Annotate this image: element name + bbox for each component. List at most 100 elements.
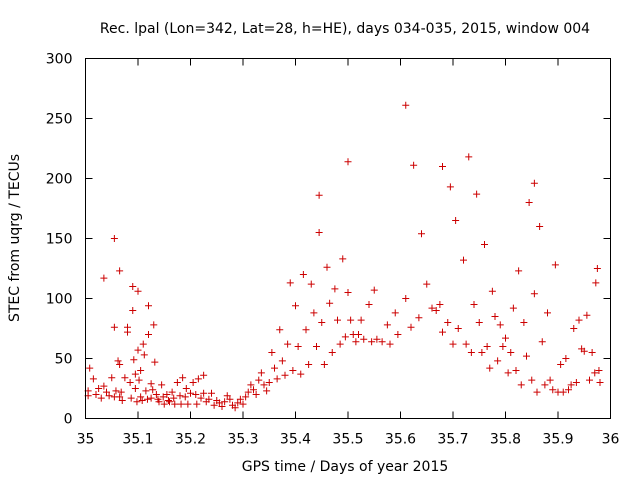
data-point: [135, 376, 143, 384]
data-point: [454, 325, 462, 332]
data-point: [302, 326, 310, 334]
x-tick-label: 35.9: [542, 432, 573, 448]
data-point: [383, 321, 391, 329]
data-point: [273, 375, 281, 383]
data-point: [546, 376, 554, 384]
data-point: [100, 382, 108, 390]
data-point: [194, 375, 202, 383]
data-point: [313, 343, 320, 350]
data-point: [151, 358, 159, 366]
data-point: [124, 328, 131, 336]
data-point: [596, 379, 604, 386]
data-point: [114, 357, 122, 365]
data-point: [355, 331, 362, 338]
data-point: [177, 400, 185, 408]
x-tick-label: 35.3: [227, 432, 258, 448]
data-point: [244, 388, 252, 396]
data-point: [197, 394, 205, 402]
data-point: [116, 361, 124, 368]
x-tick-labels: 35 35.1 35.2 35.3 35.4 35.5 35.6 35.7 35.8 35.9 36: [77, 432, 620, 448]
data-point: [428, 304, 436, 312]
data-point: [496, 321, 504, 329]
data-point: [159, 393, 167, 401]
data-point: [134, 346, 142, 354]
data-point: [116, 393, 124, 401]
data-point: [339, 255, 347, 263]
data-point: [575, 316, 583, 324]
data-point: [236, 395, 244, 403]
data-point: [386, 340, 394, 348]
data-point: [133, 398, 141, 406]
data-point: [509, 304, 517, 312]
data-point: [130, 356, 138, 364]
data-point: [365, 301, 373, 308]
data-point: [488, 287, 496, 295]
data-point: [515, 267, 523, 275]
y-tick-label: 250: [46, 112, 73, 128]
data-point: [486, 364, 494, 372]
data-point: [176, 392, 184, 400]
data-point: [145, 331, 152, 338]
data-point: [158, 381, 166, 389]
data-point: [286, 279, 294, 287]
data-point: [221, 398, 229, 406]
data-point: [121, 374, 129, 382]
data-point: [588, 349, 596, 356]
data-point: [528, 376, 536, 384]
y-tick-label: 100: [46, 292, 73, 308]
y-axis-label: STEC from uqrg / TECUs: [7, 154, 23, 322]
data-point: [373, 335, 381, 343]
data-point: [184, 400, 192, 408]
data-point: [131, 385, 139, 392]
data-point: [478, 349, 486, 356]
data-point: [129, 283, 137, 290]
data-point: [163, 391, 171, 398]
data-point: [86, 364, 94, 372]
data-point: [470, 301, 478, 308]
data-point: [281, 371, 289, 379]
data-point: [336, 340, 344, 348]
data-point: [507, 349, 515, 356]
data-point: [347, 316, 355, 324]
data-point: [562, 355, 570, 362]
data-point: [292, 302, 299, 310]
data-point: [357, 316, 365, 324]
data-point: [318, 319, 326, 326]
data-point: [193, 400, 201, 408]
data-point: [310, 309, 318, 317]
data-point: [189, 379, 197, 386]
data-point: [140, 351, 148, 359]
data-point: [239, 400, 247, 408]
data-point: [334, 316, 341, 324]
x-tick-label: 35.1: [122, 432, 153, 448]
x-tick-label: 35.6: [385, 432, 416, 448]
data-point: [360, 335, 368, 343]
data-point: [171, 400, 179, 408]
data-point: [268, 349, 276, 356]
x-tick-label: 35: [77, 432, 95, 448]
data-point: [415, 314, 423, 322]
data-point: [530, 290, 538, 298]
data-point: [265, 379, 273, 386]
data-point: [449, 340, 457, 348]
y-tick-label: 200: [46, 172, 73, 188]
data-point: [92, 391, 100, 398]
data-point: [168, 388, 176, 396]
data-point: [134, 287, 142, 295]
tick-marks: [85, 58, 611, 419]
chart-title: Rec. lpal (Lon=342, Lat=28, h=HE), days …: [100, 21, 590, 37]
data-point: [352, 338, 360, 346]
data-point: [591, 369, 599, 377]
data-point: [586, 376, 593, 384]
y-tick-label: 150: [46, 232, 73, 248]
data-point: [593, 265, 601, 272]
data-point: [192, 391, 200, 398]
data-point: [305, 361, 313, 368]
data-point: [215, 399, 223, 407]
data-point: [252, 391, 260, 398]
data-point: [208, 389, 215, 397]
data-point: [182, 385, 190, 392]
data-point: [538, 338, 546, 346]
data-point: [512, 367, 520, 374]
data-point: [344, 158, 352, 166]
